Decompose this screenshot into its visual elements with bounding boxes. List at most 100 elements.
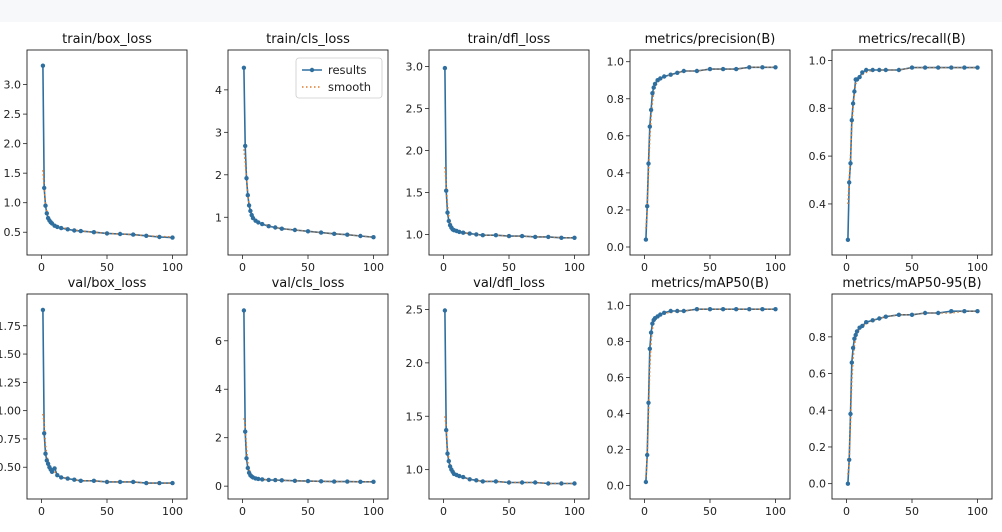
- data-point: [519, 480, 525, 485]
- data-point: [245, 193, 250, 198]
- y-tick-label: 0.8: [809, 102, 827, 115]
- data-point: [246, 203, 252, 208]
- data-point: [519, 233, 525, 239]
- data-point: [131, 479, 136, 485]
- data-point: [883, 67, 888, 73]
- data-point: [975, 309, 980, 314]
- x-tick-label: 50: [502, 505, 516, 518]
- data-point: [241, 65, 247, 71]
- data-point: [707, 307, 713, 312]
- data-point: [245, 465, 250, 471]
- y-tick-label: 0.5: [4, 226, 22, 239]
- y-tick-label: 1.25: [0, 376, 21, 389]
- y-tick-label: 0.8: [607, 336, 625, 349]
- y-tick-label: 1.5: [406, 186, 424, 199]
- data-point: [332, 231, 337, 236]
- subplot-title: metrics/mAP50(B): [651, 276, 769, 291]
- x-tick-label: 0: [239, 505, 246, 518]
- data-point: [760, 307, 765, 312]
- subplot-6: val/box_loss 0.50 0.75 1.00 1.25 1.50 1.75 0 50 1…: [0, 276, 188, 518]
- data-point: [266, 477, 271, 483]
- data-point: [248, 208, 253, 214]
- data-point: [681, 68, 686, 74]
- x-tick-label: 100: [765, 261, 786, 274]
- data-point: [773, 65, 778, 70]
- data-point: [877, 316, 882, 321]
- x-tick-label: 50: [100, 505, 114, 518]
- data-point: [651, 85, 656, 90]
- y-tick-label: 1.0: [406, 464, 424, 477]
- data-point: [157, 480, 162, 486]
- data-point: [292, 227, 298, 233]
- data-point: [849, 118, 854, 123]
- x-tick-label: 0: [38, 261, 45, 274]
- x-tick-label: 50: [100, 261, 114, 274]
- data-point: [457, 473, 462, 479]
- data-point: [49, 469, 55, 474]
- y-tick-label: 6: [215, 335, 222, 348]
- x-tick-label: 100: [363, 261, 384, 274]
- axes-frame: [26, 49, 188, 256]
- data-point: [647, 346, 652, 351]
- subplot-2: train/cls_loss 1 2 3 4 0 50 100 results smooth: [215, 32, 389, 274]
- y-tick-label: 0.4: [809, 404, 827, 417]
- y-tick-label: 3.0: [406, 60, 424, 73]
- data-point: [157, 234, 162, 240]
- data-point: [936, 310, 941, 316]
- data-point: [658, 76, 663, 81]
- subplot-title: train/dfl_loss: [468, 32, 551, 47]
- data-point: [256, 476, 261, 482]
- data-point: [847, 180, 852, 185]
- x-tick-label: 100: [765, 505, 786, 518]
- data-point: [949, 309, 954, 314]
- y-tick-label: 1.0: [809, 54, 827, 67]
- data-point: [852, 336, 857, 341]
- data-point: [72, 228, 77, 233]
- data-point: [444, 427, 449, 433]
- data-point: [546, 234, 551, 240]
- data-point: [720, 307, 726, 312]
- subplot-title: val/cls_loss: [272, 276, 345, 291]
- y-tick-label: 3: [215, 126, 222, 139]
- data-point: [668, 308, 673, 314]
- data-point: [643, 237, 649, 242]
- data-point: [734, 66, 739, 72]
- data-point: [854, 329, 860, 334]
- data-point: [647, 124, 652, 129]
- legend-marker-results: [309, 67, 315, 73]
- legend-label-smooth: smooth: [328, 80, 371, 94]
- y-tick-label: 0: [215, 480, 222, 493]
- data-point: [668, 72, 673, 77]
- data-point: [648, 330, 654, 335]
- data-point: [144, 480, 149, 486]
- y-tick-label: 2.5: [406, 303, 424, 316]
- y-tick-label: 1.0: [406, 228, 424, 241]
- data-point: [117, 479, 123, 485]
- data-point: [358, 479, 363, 484]
- data-point: [681, 308, 686, 314]
- subplot-4: metrics/precision(B) 0.0 0.2 0.4 0.6 0.8 1.0 0 5…: [607, 32, 791, 274]
- data-point: [78, 478, 84, 483]
- subplot-title: train/box_loss: [62, 32, 152, 47]
- y-tick-label: 2.0: [4, 138, 22, 151]
- y-tick-label: 1.0: [607, 56, 625, 69]
- data-point: [244, 176, 249, 181]
- data-point: [244, 456, 249, 461]
- data-point: [72, 477, 77, 482]
- subplot-5: metrics/recall(B) 0.4 0.6 0.8 1.0 0 50 100: [809, 32, 993, 274]
- data-point: [446, 218, 451, 224]
- y-tick-label: 0.2: [607, 444, 625, 457]
- data-point: [559, 235, 564, 240]
- x-tick-label: 50: [301, 261, 315, 274]
- data-point: [853, 332, 858, 338]
- y-tick-label: 0.2: [809, 441, 827, 454]
- data-point: [675, 308, 680, 314]
- data-point: [662, 74, 667, 79]
- data-point: [241, 308, 247, 313]
- x-tick-label: 0: [641, 505, 648, 518]
- y-tick-label: 0.4: [607, 167, 625, 180]
- x-tick-label: 100: [967, 505, 988, 518]
- x-tick-label: 100: [564, 261, 585, 274]
- data-point: [734, 307, 739, 312]
- y-tick-label: 0.4: [809, 198, 827, 211]
